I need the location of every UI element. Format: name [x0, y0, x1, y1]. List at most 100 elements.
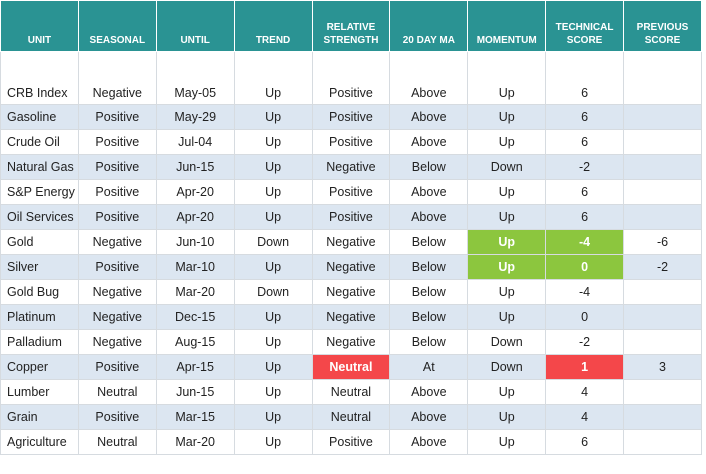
table-cell: Up [467, 404, 547, 430]
table-row: Gasoline Positive May-29 Up Positive Above Up 6 [0, 104, 702, 130]
table-cell: Up [467, 51, 547, 105]
table-cell: Negative [77, 279, 157, 305]
table-cell: Positive [311, 179, 391, 205]
table-cell: Silver [0, 254, 79, 280]
header-cell: TREND [233, 0, 313, 52]
empty-cell [623, 51, 702, 105]
table-cell: Above [389, 104, 469, 130]
empty-cell [623, 104, 702, 130]
empty-cell [623, 179, 702, 205]
table-cell: Up [233, 154, 313, 180]
table-row: S&P Energy Positive Apr-20 Up Positive Above U… [0, 179, 702, 205]
table-cell: Up [467, 204, 547, 230]
table-cell: Up [233, 51, 313, 105]
table-row: Grain Positive Mar-15 Up Neutral Above Up 4 [0, 404, 702, 430]
empty-cell [623, 154, 702, 180]
table-cell: Jun-10 [155, 229, 235, 255]
table-cell: Lumber [0, 379, 79, 405]
table-cell: Down [467, 354, 547, 380]
table-cell: Positive [311, 129, 391, 155]
table-cell: Above [389, 51, 469, 105]
table-row: Gold Negative Jun-10 Down Negative Below Up -4-… [0, 229, 702, 255]
table-cell: 0 [545, 254, 624, 280]
table-cell: Negative [311, 279, 391, 305]
table-cell: Up [467, 179, 547, 205]
table-cell: Positive [77, 129, 157, 155]
table-cell: Up [233, 329, 313, 355]
table-cell: At [389, 354, 469, 380]
table-cell: Neutral [77, 429, 157, 455]
table-cell: Positive [311, 51, 391, 105]
table-cell: Up [233, 204, 313, 230]
table-cell: Above [389, 179, 469, 205]
empty-cell [623, 129, 702, 155]
table-cell: Negative [77, 229, 157, 255]
technical-table: UNIT SEASONAL UNTIL TREND RELATIVE STRENGTH 2… [0, 0, 702, 455]
table-cell: Jul-04 [155, 129, 235, 155]
table-cell: Up [467, 304, 547, 330]
table-cell: Below [389, 279, 469, 305]
table-cell: Below [389, 304, 469, 330]
table-row: Crude Oil Positive Jul-04 Up Positive Above Up… [0, 129, 702, 155]
table-cell: Above [389, 429, 469, 455]
table-cell: Up [467, 129, 547, 155]
table-cell: Up [233, 179, 313, 205]
table-cell: Positive [77, 204, 157, 230]
table-row: Platinum Negative Dec-15 Up Negative Below Up 0 [0, 304, 702, 330]
table-cell: Neutral [311, 354, 391, 380]
table-row: Gold Bug Negative Mar-20 Down Negative Below U… [0, 279, 702, 305]
table-cell: Up [233, 129, 313, 155]
table-cell: -6 [623, 229, 702, 255]
empty-cell [623, 404, 702, 430]
table-cell: Up [467, 254, 547, 280]
table-cell: Apr-20 [155, 179, 235, 205]
table-cell: 6 [545, 51, 624, 105]
table-cell: 6 [545, 129, 624, 155]
empty-cell [623, 304, 702, 330]
table-cell: Below [389, 254, 469, 280]
table-cell: Positive [77, 354, 157, 380]
table-cell: Above [389, 204, 469, 230]
table-cell: -2 [545, 154, 624, 180]
empty-cell [623, 204, 702, 230]
header-cell: SEASONAL [77, 0, 157, 52]
table-row: Lumber Neutral Jun-15 Up Neutral Above Up 4 [0, 379, 702, 405]
table-cell: Apr-20 [155, 204, 235, 230]
empty-cell [623, 429, 702, 455]
table-cell: Positive [77, 104, 157, 130]
table-cell: -4 [545, 229, 624, 255]
empty-cell [623, 379, 702, 405]
table-cell: Crude Oil [0, 129, 79, 155]
table-cell: Up [467, 429, 547, 455]
table-cell: Gold Bug [0, 279, 79, 305]
table-cell: Negative [311, 254, 391, 280]
table-cell: Up [467, 279, 547, 305]
table-cell: 4 [545, 404, 624, 430]
header-row: UNIT SEASONAL UNTIL TREND RELATIVE STRENGTH 2… [0, 0, 702, 52]
table-cell: Up [467, 379, 547, 405]
table-cell: Up [233, 429, 313, 455]
table-cell: Up [467, 229, 547, 255]
table-cell: Dec-15 [155, 304, 235, 330]
table-cell: CRB Index [0, 51, 79, 105]
table-cell: Negative [77, 329, 157, 355]
table-cell: Positive [311, 104, 391, 130]
table-cell: Jun-15 [155, 379, 235, 405]
table-cell: Up [233, 379, 313, 405]
table-cell: Below [389, 229, 469, 255]
table-cell: Mar-10 [155, 254, 235, 280]
table-cell: Neutral [311, 404, 391, 430]
table-cell: 6 [545, 429, 624, 455]
table-cell: Mar-20 [155, 279, 235, 305]
table-cell: Platinum [0, 304, 79, 330]
table-cell: Negative [311, 329, 391, 355]
table-cell: Negative [311, 154, 391, 180]
table-cell: May-05 [155, 51, 235, 105]
table-cell: 4 [545, 379, 624, 405]
table-cell: Up [233, 404, 313, 430]
header-cell: TECHNICAL SCORE [545, 0, 624, 52]
empty-cell [623, 279, 702, 305]
table-cell: Negative [77, 304, 157, 330]
table-row: Silver Positive Mar-10 Up Negative Below Up 0 -2 [0, 254, 702, 280]
table-cell: Gasoline [0, 104, 79, 130]
